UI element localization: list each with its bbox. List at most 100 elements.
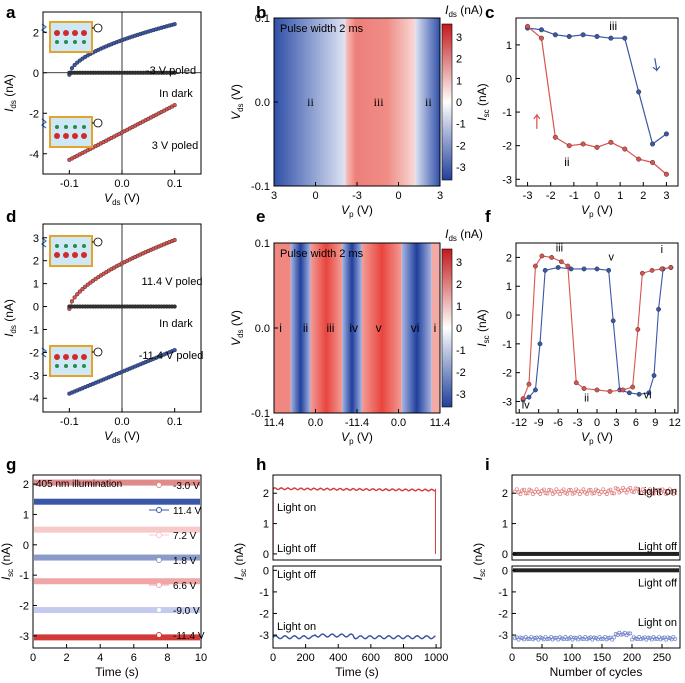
data-point [592, 635, 597, 640]
y-tick-label: 0 [33, 302, 39, 314]
series-band [34, 479, 200, 486]
y-tick-label: -0.1 [251, 181, 270, 193]
y-tick-label: -2 [498, 608, 508, 620]
legend-label: -9.0 V [173, 606, 200, 617]
light-icon [41, 118, 47, 129]
data-point [547, 487, 552, 492]
data-point [525, 636, 530, 641]
data-point [601, 487, 606, 492]
data-point [522, 487, 526, 492]
data-point [628, 631, 633, 636]
x-axis-label: Vds (V) [104, 191, 140, 207]
data-point [635, 486, 640, 491]
data-point [565, 263, 571, 269]
data-point [644, 637, 649, 642]
ion-marker [64, 244, 68, 248]
x-tick-label: -1 [569, 190, 579, 202]
data-point [518, 635, 523, 640]
data-point [666, 489, 670, 494]
annotation: i [661, 244, 663, 256]
data-point [580, 32, 586, 38]
data-point [622, 35, 628, 41]
legend-marker [156, 507, 162, 513]
x-axis-label: Vp (V) [341, 430, 373, 446]
y-tick-label: -1 [19, 570, 29, 582]
colorbar-tick-label: 2 [456, 54, 462, 66]
ion-marker [81, 354, 87, 360]
data-point [534, 487, 539, 492]
legend-marker [156, 607, 162, 613]
y-tick-label: -4 [29, 149, 39, 161]
data-point [651, 491, 656, 496]
y-axis-label: Isc (nA) [232, 543, 248, 580]
x-axis-label: Time (s) [335, 665, 379, 679]
data-point [588, 487, 593, 492]
series-band [34, 607, 200, 614]
data-point [69, 299, 75, 304]
x-axis-label: Vp (V) [341, 203, 373, 219]
ion-marker [63, 252, 69, 258]
plot-frame-top [272, 474, 442, 561]
data-point [77, 289, 82, 294]
x-tick-label: 50 [536, 652, 548, 664]
heatmap-title: Pulse width 2 ms [280, 23, 364, 35]
heatmap-region [415, 18, 440, 186]
data-point [606, 636, 611, 640]
data-point [558, 492, 562, 497]
panel-label-d: d [6, 207, 16, 226]
annotation: Light off [277, 569, 317, 581]
y-tick-label: -4 [29, 393, 39, 405]
y-tick-label: 1 [33, 279, 39, 291]
data-point [594, 387, 600, 393]
data-point [555, 265, 561, 270]
ion-marker [54, 252, 60, 258]
data-point [627, 390, 632, 396]
x-tick-label: 0 [270, 652, 276, 664]
region-label: vi [411, 321, 420, 335]
ion-marker [82, 40, 86, 44]
panel-a: -3 V poled In dark 3 V poled -0.1 0.0 0.1 -4 -2… [2, 11, 202, 207]
x-tick-label: -0.1 [60, 416, 79, 428]
data-point [545, 491, 550, 496]
x-tick-label: 0 [395, 190, 401, 202]
x-tick-label: 0.0 [114, 178, 129, 190]
y-tick-label: -3 [502, 174, 512, 186]
data-point [590, 637, 595, 642]
data-point [581, 266, 587, 272]
data-point [626, 631, 631, 636]
data-point [649, 637, 654, 642]
data-point [608, 35, 614, 41]
data-point [639, 270, 645, 276]
data-point [525, 23, 531, 29]
ion-marker [54, 133, 60, 139]
data-point [172, 237, 177, 243]
x-axis-label: Vp (V) [581, 203, 613, 219]
y-axis-label: Vds (V) [229, 310, 245, 346]
data-point [520, 396, 526, 401]
data-point [172, 304, 177, 309]
ion-marker [54, 30, 60, 36]
data-point [659, 266, 665, 272]
data-point [563, 635, 568, 639]
light-icon [41, 237, 47, 248]
x-tick-label: 0 [594, 417, 600, 429]
data-point [633, 636, 638, 641]
y-tick-label: -2 [502, 141, 512, 153]
data-point [558, 259, 564, 265]
series-line [527, 25, 667, 175]
legend-marker [156, 532, 162, 538]
data-point [552, 490, 557, 495]
legend-label: -3.0 V [173, 481, 200, 492]
panel-label-e: e [256, 207, 265, 226]
data-point [619, 632, 624, 637]
data-point [622, 146, 628, 152]
legend-label: 7.2 V [173, 531, 197, 542]
data-point [637, 490, 642, 495]
data-point [599, 489, 604, 494]
y-tick-label: 1 [23, 509, 29, 521]
heatmap-region [345, 18, 416, 186]
data-point [608, 139, 614, 145]
data-point [552, 635, 557, 640]
